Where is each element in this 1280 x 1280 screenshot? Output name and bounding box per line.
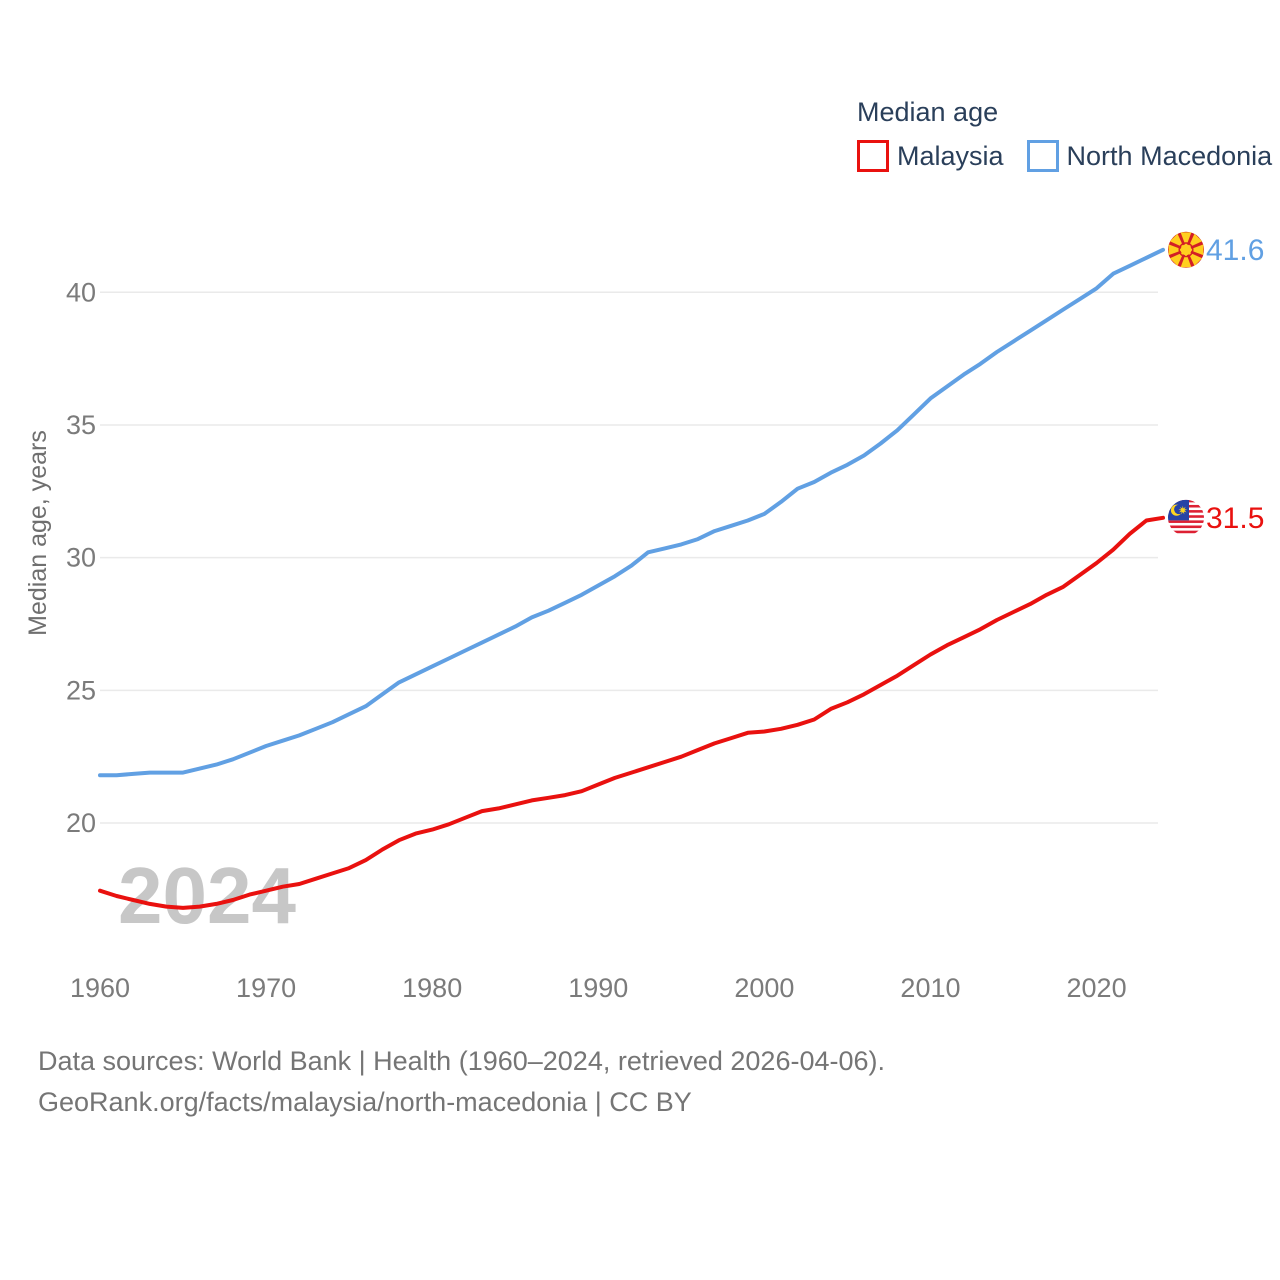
legend-label-malaysia: Malaysia <box>897 140 1004 171</box>
y-tick-40: 40 <box>66 277 96 307</box>
north-macedonia-end-value: 41.6 <box>1206 234 1264 267</box>
y-tick-25: 25 <box>66 675 96 705</box>
footer-attribution: GeoRank.org/facts/malaysia/north-macedon… <box>38 1087 692 1117</box>
malaysia-swatch-icon <box>857 140 889 172</box>
watermark: 2024 <box>118 851 296 940</box>
y-tick-35: 35 <box>66 410 96 440</box>
y-tick-30: 30 <box>66 543 96 573</box>
legend-label-north-macedonia: North Macedonia <box>1066 140 1273 171</box>
malaysia-end-value: 31.5 <box>1206 502 1264 535</box>
x-tick-2020: 2020 <box>1067 973 1127 1003</box>
legend-items: Malaysia North Macedonia <box>857 140 1272 172</box>
series-end-labels: 31.5 41.6 <box>1168 231 1264 536</box>
malaysia-line <box>98 515 1165 910</box>
x-tick-1980: 1980 <box>402 973 462 1003</box>
north-macedonia-line <box>98 247 1165 778</box>
series-lines <box>98 247 1165 910</box>
x-axis-tick-labels: 1960 1970 1980 1990 2000 2010 2020 <box>70 973 1127 1003</box>
north-macedonia-flag-icon <box>1168 231 1204 268</box>
gridlines <box>100 291 1158 824</box>
x-tick-1970: 1970 <box>236 973 296 1003</box>
y-axis-tick-labels: 20 25 30 35 40 <box>66 277 96 838</box>
x-tick-2000: 2000 <box>734 973 794 1003</box>
legend-item-malaysia[interactable]: Malaysia <box>857 140 1004 172</box>
x-tick-1960: 1960 <box>70 973 130 1003</box>
y-tick-20: 20 <box>66 808 96 838</box>
footer: Data sources: World Bank | Health (1960–… <box>38 1041 885 1123</box>
x-tick-2010: 2010 <box>900 973 960 1003</box>
y-axis-title: Median age, years <box>24 430 52 636</box>
legend-item-north-macedonia[interactable]: North Macedonia <box>1026 140 1273 172</box>
legend-title: Median age <box>857 97 999 127</box>
north-macedonia-swatch-icon <box>1026 140 1059 172</box>
x-tick-1990: 1990 <box>568 973 628 1003</box>
legend: Median age Malaysia North Macedonia <box>857 97 1272 172</box>
malaysia-flag-icon <box>1168 499 1204 536</box>
footer-data-sources: Data sources: World Bank | Health (1960–… <box>38 1046 885 1076</box>
